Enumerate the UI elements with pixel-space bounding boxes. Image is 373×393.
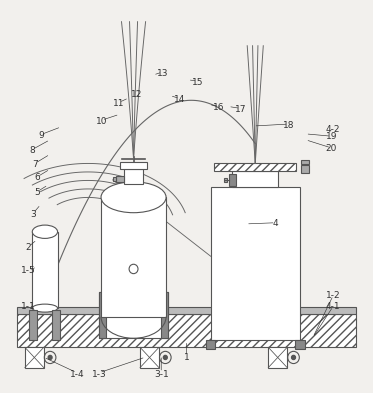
Text: 2: 2 — [26, 243, 31, 252]
Text: 13: 13 — [157, 69, 168, 78]
Bar — [229, 174, 236, 186]
Bar — [120, 162, 147, 169]
Bar — [295, 340, 305, 349]
Text: 12: 12 — [131, 90, 142, 99]
Ellipse shape — [32, 225, 57, 239]
Text: 4: 4 — [273, 219, 279, 228]
Bar — [52, 310, 60, 340]
Text: 1-1: 1-1 — [21, 302, 36, 310]
Text: 9: 9 — [38, 131, 44, 140]
Text: 7: 7 — [32, 160, 38, 169]
Text: 19: 19 — [326, 132, 337, 141]
Bar — [223, 178, 227, 182]
Text: 14: 14 — [174, 95, 185, 104]
Bar — [161, 292, 168, 338]
Text: 6: 6 — [34, 173, 40, 182]
Text: 3: 3 — [31, 209, 36, 219]
Text: 17: 17 — [235, 105, 246, 114]
Text: 11: 11 — [113, 99, 125, 108]
Text: 10: 10 — [96, 117, 107, 126]
Bar — [99, 292, 168, 338]
Bar — [214, 163, 296, 171]
Bar — [206, 340, 216, 349]
Text: 4-2: 4-2 — [326, 125, 341, 134]
Ellipse shape — [32, 304, 57, 312]
Text: 18: 18 — [283, 121, 294, 130]
Text: 3-1: 3-1 — [154, 370, 169, 379]
Text: 1: 1 — [184, 353, 189, 362]
Circle shape — [292, 355, 295, 360]
Bar — [113, 177, 116, 181]
Bar — [211, 187, 300, 340]
Text: 1-5: 1-5 — [21, 266, 36, 275]
Bar — [18, 307, 355, 314]
Text: 1-3: 1-3 — [92, 370, 107, 379]
Text: 16: 16 — [213, 103, 225, 112]
Bar — [18, 314, 355, 347]
Text: 1-2: 1-2 — [326, 291, 341, 300]
Bar — [232, 171, 278, 187]
Bar — [140, 347, 159, 367]
Bar — [99, 292, 106, 338]
Ellipse shape — [101, 182, 166, 213]
Bar — [268, 347, 287, 367]
Text: 4-1: 4-1 — [326, 302, 341, 310]
Bar — [301, 160, 309, 164]
Bar — [29, 310, 37, 340]
Text: 1-4: 1-4 — [69, 370, 84, 379]
Bar — [124, 169, 143, 184]
Bar — [32, 232, 57, 308]
Bar — [25, 347, 44, 367]
Bar — [301, 165, 309, 173]
Text: 15: 15 — [192, 78, 203, 86]
Text: 5: 5 — [34, 188, 40, 197]
Circle shape — [163, 355, 167, 360]
Circle shape — [48, 355, 52, 360]
Text: 20: 20 — [326, 144, 337, 153]
Bar — [101, 197, 166, 317]
Bar — [116, 176, 124, 182]
Text: 8: 8 — [29, 146, 35, 155]
